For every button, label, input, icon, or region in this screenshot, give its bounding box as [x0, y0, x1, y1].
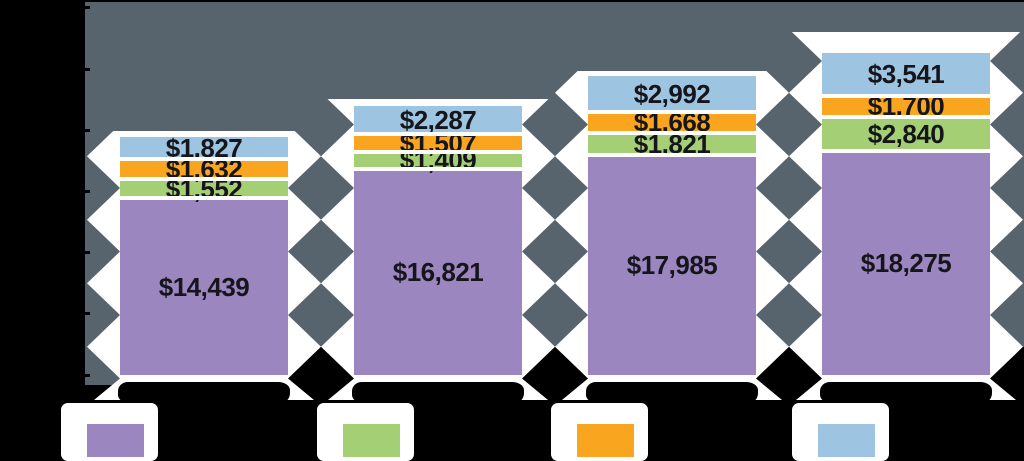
- bar-segment-purple-segment: $17,985: [588, 154, 756, 375]
- segment-separator: [354, 167, 522, 172]
- bar-segment-orange-segment: $1,700: [822, 93, 990, 119]
- segment-separator: [588, 110, 756, 115]
- category-label-blob: [820, 382, 992, 403]
- bar-segment-blue-segment: $1,827: [120, 135, 288, 161]
- category-label-blob: [352, 382, 524, 403]
- bar-segment-green-segment: $2,840: [822, 116, 990, 152]
- segment-separator: [120, 196, 288, 201]
- segment-separator: [354, 131, 522, 136]
- segment-separator: [354, 149, 522, 154]
- y-axis-tick: [80, 67, 90, 71]
- y-axis-tick: [80, 312, 90, 316]
- segment-separator: [822, 93, 990, 98]
- segment-separator: [588, 152, 756, 157]
- y-axis-tick: [80, 128, 90, 132]
- y-axis-tick: [80, 189, 90, 193]
- segment-separator: [588, 130, 756, 135]
- bar-segment-purple-segment: $14,439: [120, 198, 288, 375]
- legend-swatch-orange-segment: [577, 424, 634, 457]
- bar-segment-purple-segment: $18,275: [822, 151, 990, 375]
- y-axis-tick: [80, 6, 90, 10]
- bar-segment-blue-segment: $3,541: [822, 52, 990, 96]
- y-axis-tick: [80, 373, 90, 377]
- legend-swatch-green-segment: [343, 424, 400, 457]
- y-axis-tick: [80, 251, 90, 255]
- category-label-blob: [586, 382, 758, 403]
- segment-separator: [822, 149, 990, 154]
- bar-segment-green-segment: $1,821: [588, 131, 756, 157]
- category-label-blob: [118, 382, 290, 403]
- segment-separator: [120, 157, 288, 162]
- legend-swatch-blue-segment: [818, 424, 875, 457]
- bar-segment-orange-segment: $1,668: [588, 109, 756, 135]
- bar-segment-blue-segment: $2,287: [354, 105, 522, 134]
- bar-segment-purple-segment: $16,821: [354, 169, 522, 375]
- segment-separator: [822, 114, 990, 119]
- segment-separator: [120, 177, 288, 182]
- bar-segment-blue-segment: $2,992: [588, 75, 756, 113]
- legend-swatch-purple-segment: [87, 424, 144, 457]
